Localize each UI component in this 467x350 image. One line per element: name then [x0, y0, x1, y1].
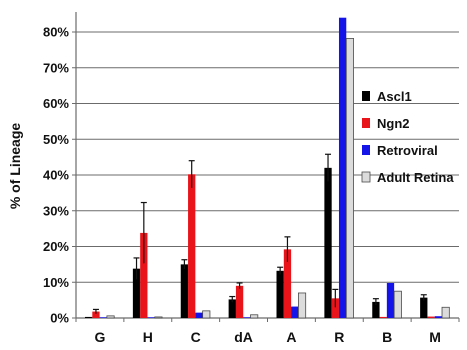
bar-retroviral-G: [99, 317, 107, 318]
y-tick-label: 60%: [43, 96, 69, 111]
y-tick-label: 80%: [43, 25, 69, 40]
bar-ascl1-C: [180, 264, 189, 318]
legend-swatch-adult-retina: [361, 171, 371, 183]
bar-ascl1-G: [85, 316, 93, 318]
bar-ngn2-B: [379, 316, 387, 318]
legend-swatch-retroviral: [362, 145, 370, 155]
bar-adult-retina-B: [393, 290, 402, 319]
bar-retroviral-dA: [243, 317, 251, 318]
y-tick-label: 0%: [50, 311, 69, 326]
y-axis-title: % of Lineage: [7, 123, 23, 210]
bar-ngn2-A: [283, 249, 292, 318]
x-category-label: H: [143, 329, 153, 345]
bar-ascl1-A: [276, 270, 284, 318]
x-category-label: G: [94, 329, 105, 345]
bar-ascl1-B: [372, 301, 380, 318]
x-category-label: R: [334, 329, 344, 345]
y-tick-label: 30%: [43, 203, 69, 218]
bar-ngn2-dA: [235, 285, 244, 318]
x-category-label: M: [429, 329, 441, 345]
bar-ascl1-R: [324, 167, 332, 318]
bar-retroviral-C: [195, 312, 203, 318]
y-tick-label: 20%: [43, 239, 69, 254]
x-category-label: A: [286, 329, 296, 345]
bar-retroviral-H: [147, 317, 155, 318]
y-tick-label: 40%: [43, 168, 69, 183]
bar-ngn2-H: [140, 232, 148, 318]
bar-adult-retina-M: [441, 306, 450, 319]
bar-retroviral-R: [338, 17, 347, 318]
bar-adult-retina-G: [106, 315, 115, 319]
bar-ascl1-M: [420, 297, 428, 318]
bar-adult-retina-dA: [250, 314, 259, 319]
bar-ngn2-M: [427, 316, 435, 318]
y-tick-label: 70%: [43, 60, 69, 75]
legend-swatch-ascl1: [362, 91, 370, 101]
bar-retroviral-M: [434, 316, 443, 318]
bar-adult-retina-C: [202, 310, 211, 319]
bar-ngn2-G: [92, 311, 100, 318]
y-tick-label: 50%: [43, 132, 69, 147]
legend-label-ascl1: Ascl1: [377, 89, 412, 104]
bar-retroviral-A: [291, 306, 299, 318]
legend-label-retroviral: Retroviral: [377, 143, 438, 158]
legend-swatch-ngn2: [362, 118, 370, 128]
bar-adult-retina-R: [345, 38, 354, 319]
legend-label-ngn2: Ngn2: [377, 116, 410, 131]
bar-ngn2-C: [188, 174, 196, 318]
y-tick-label: 10%: [43, 275, 69, 290]
x-category-label: B: [382, 329, 392, 345]
legend-label-adult-retina: Adult Retina: [377, 170, 454, 185]
bar-ascl1-dA: [228, 299, 236, 318]
bar-retroviral-B: [386, 282, 395, 318]
x-category-label: C: [191, 329, 201, 345]
bar-ngn2-R: [331, 298, 339, 318]
bar-adult-retina-A: [297, 292, 307, 319]
bar-adult-retina-H: [154, 316, 163, 319]
bar-ascl1-H: [132, 268, 141, 318]
x-category-label: dA: [234, 329, 253, 345]
